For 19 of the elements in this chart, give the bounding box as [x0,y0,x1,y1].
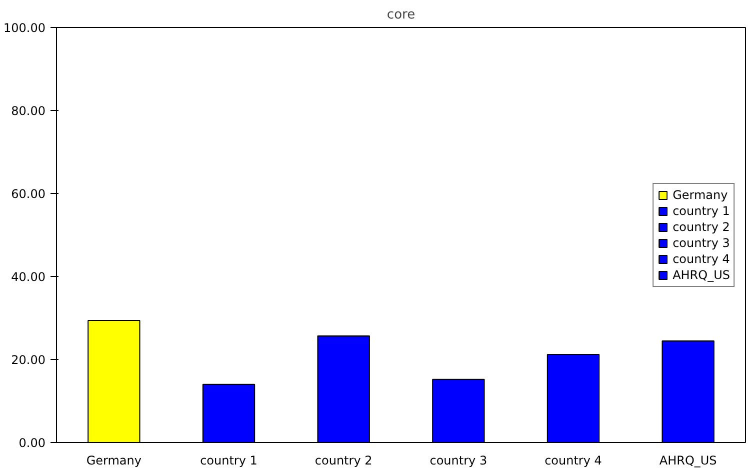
x-tick-label: country 3 [430,454,488,468]
legend-label: AHRQ_US [672,268,730,282]
x-tick-label: country 4 [544,454,602,468]
chart-title: core [386,8,416,22]
y-tick-label: 20.00 [11,353,46,367]
legend-label: country 4 [672,252,730,266]
legend-label: country 3 [672,236,730,250]
y-tick-label: 60.00 [11,187,46,201]
legend-label: country 1 [672,204,730,218]
y-tick-label: 0.00 [18,436,46,450]
y-tick-label: 80.00 [11,104,46,118]
y-tick-label: 100.00 [4,21,46,35]
legend-label: country 2 [672,220,730,234]
y-tick-label: 40.00 [11,270,46,284]
legend-label: Germany [672,188,728,202]
x-tick-label: country 1 [200,454,258,468]
x-tick-label: country 2 [314,454,372,468]
x-tick-label: Germany [86,454,142,468]
x-tick-label: AHRQ_US [659,454,717,468]
